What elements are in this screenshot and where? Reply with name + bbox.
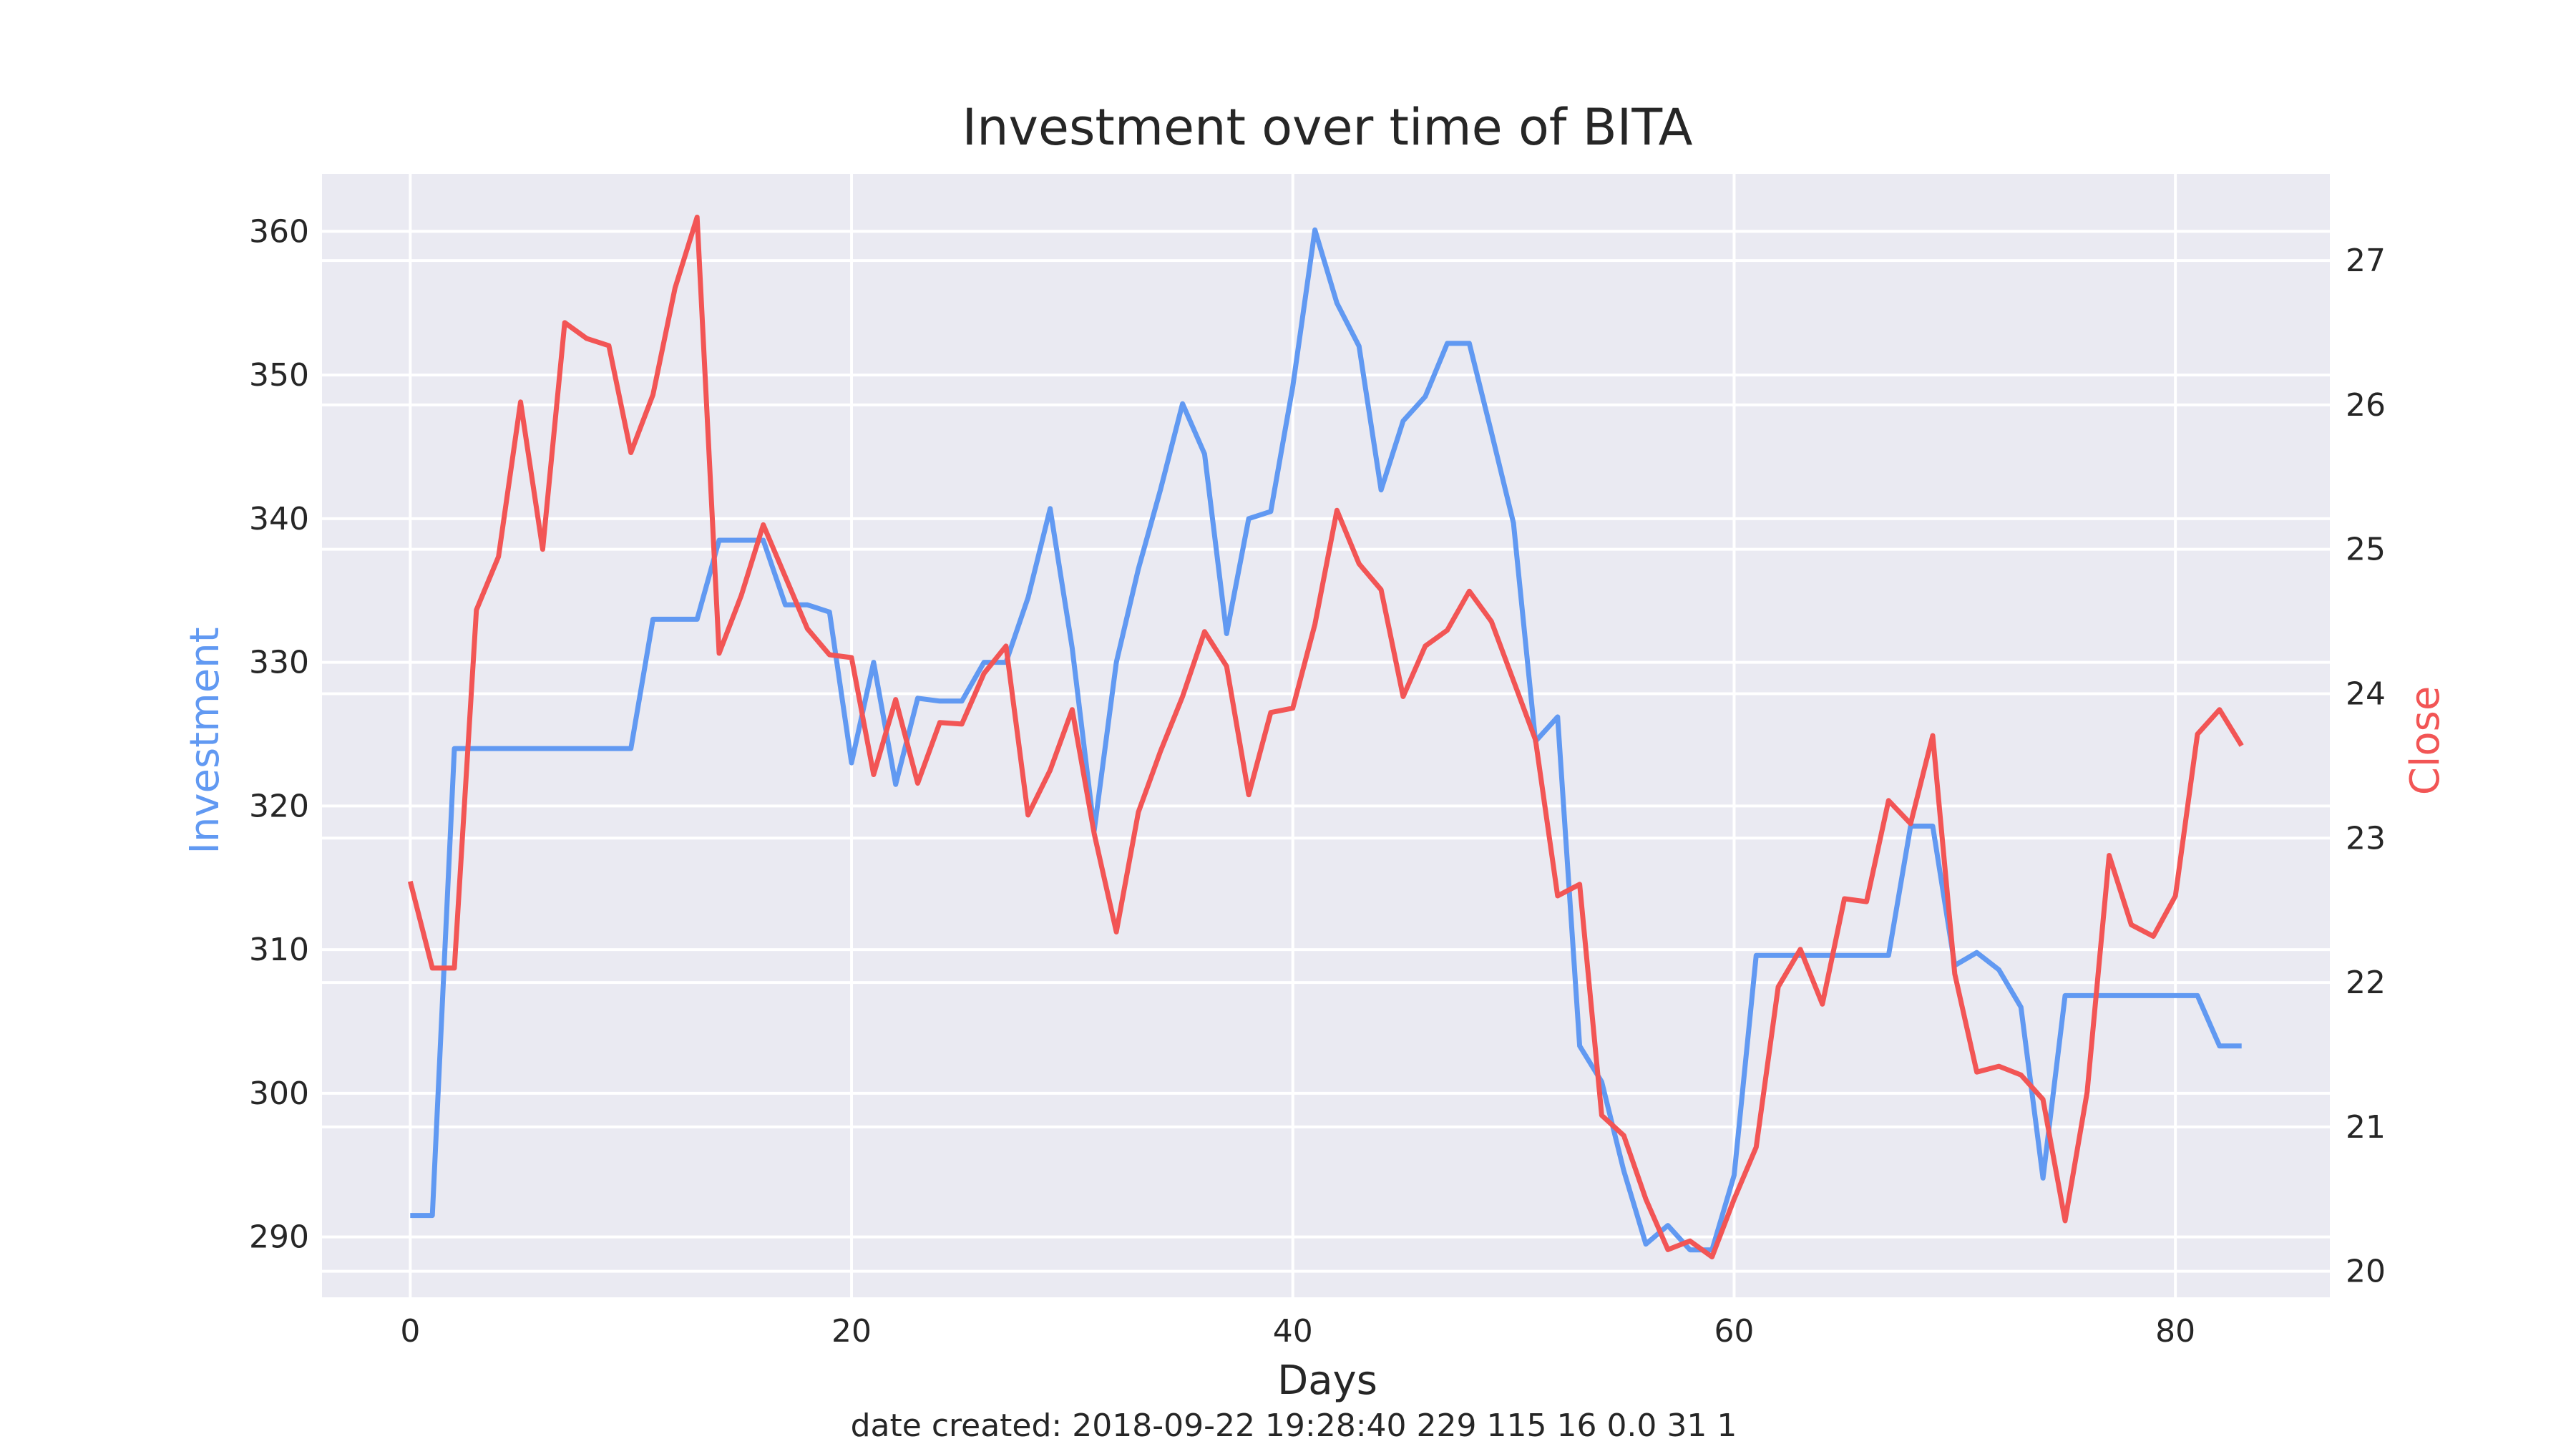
- left-y-tick-label: 340: [249, 501, 309, 537]
- right-y-tick-label: 24: [2346, 675, 2386, 712]
- x-tick-label: 60: [1714, 1313, 1754, 1350]
- x-tick-label: 40: [1273, 1313, 1313, 1350]
- date-created-footer: date created: 2018-09-22 19:28:40 229 11…: [851, 1407, 1737, 1444]
- series-line-close: [407, 215, 2244, 1259]
- left-y-tick-label: 290: [249, 1219, 309, 1256]
- x-axis-label: Days: [1277, 1357, 1377, 1404]
- left-axis-label: Investment: [182, 627, 228, 854]
- x-tick-label: 0: [400, 1313, 420, 1350]
- left-y-tick-label: 350: [249, 357, 309, 394]
- plot-area: [322, 174, 2330, 1297]
- left-y-tick-label: 310: [249, 932, 309, 968]
- right-y-tick-label: 23: [2346, 820, 2386, 857]
- grid-lines: [322, 174, 2330, 1297]
- left-y-tick-label: 360: [249, 213, 309, 250]
- x-axis-ticks: 0 20 40 60 80: [400, 1313, 2195, 1350]
- right-y-tick-label: 21: [2346, 1109, 2386, 1146]
- right-y-tick-label: 25: [2346, 532, 2386, 568]
- right-y-tick-label: 27: [2346, 243, 2386, 279]
- left-y-tick-label: 330: [249, 645, 309, 681]
- right-y-tick-label: 26: [2346, 387, 2386, 424]
- left-y-tick-label: 320: [249, 788, 309, 824]
- right-y-tick-label: 20: [2346, 1254, 2386, 1290]
- chart-title: Investment over time of BITA: [962, 98, 1692, 157]
- right-y-tick-label: 22: [2346, 965, 2386, 1001]
- left-axis-ticks: 290 300 310 320 330 340 350 360: [249, 213, 309, 1255]
- x-tick-label: 80: [2155, 1313, 2195, 1350]
- x-tick-label: 20: [831, 1313, 872, 1350]
- right-axis-label: Close: [2402, 686, 2449, 796]
- right-axis-ticks: 20 21 22 23 24 25 26 27: [2346, 243, 2386, 1290]
- left-y-tick-label: 300: [249, 1075, 309, 1112]
- series-lines: [407, 215, 2244, 1259]
